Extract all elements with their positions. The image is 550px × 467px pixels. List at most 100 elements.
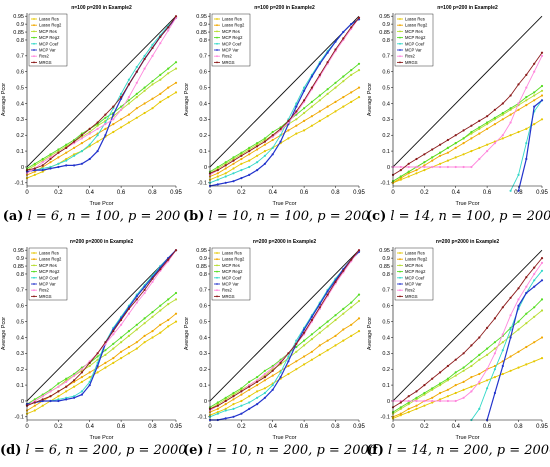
data-point-mcp-reg2 (478, 126, 481, 129)
legend-marker-mcp-coef (33, 276, 35, 279)
data-point-mrgs (517, 83, 520, 86)
y-tick-label: 0.9 (199, 22, 207, 28)
y-tick-label: 0.3 (16, 117, 24, 123)
data-point-ros2 (73, 374, 76, 377)
data-point-mcp-var (73, 164, 76, 167)
y-tick-label: 0.1 (382, 383, 390, 389)
data-point-mrgs (454, 358, 457, 361)
x-tick-label: 0.8 (514, 190, 523, 196)
data-point-ros2 (517, 298, 520, 301)
legend-box (28, 13, 68, 67)
data-point-mrgs (120, 318, 123, 322)
data-point-mcp-reg2 (232, 156, 235, 159)
x-axis-label: True Pcor (456, 435, 480, 441)
data-point-lasso-res (65, 390, 68, 393)
caption-math: l = 6, n = 100, p = 200 (27, 209, 181, 224)
data-point-mcp-res (159, 309, 162, 312)
series-line-mrgs (26, 15, 177, 171)
legend-label-mrgs: MRGS (405, 60, 418, 65)
data-point-mcp-reg2 (462, 137, 465, 140)
data-point-mcp-var (517, 304, 520, 307)
legend-marker-mcp-coef (399, 276, 401, 279)
data-point-mcp-res (415, 398, 418, 401)
legend-label-mcp-var: MCP Var (39, 48, 56, 53)
data-point-ros2 (486, 368, 489, 371)
y-tick-label: 0.2 (199, 367, 207, 373)
data-point-mrgs (174, 249, 178, 252)
data-point-lasso-reg2 (167, 318, 170, 322)
data-point-lasso-res (248, 159, 251, 162)
legend-label-mrgs: MRGS (39, 60, 52, 65)
legend-marker-ros2 (33, 289, 35, 292)
data-point-lasso-reg2 (334, 334, 337, 337)
data-point-mcp-var (318, 303, 321, 306)
data-point-mcp-reg2 (57, 382, 60, 385)
y-tick-label: 0.6 (16, 70, 24, 76)
data-point-lasso-reg2 (49, 161, 52, 164)
y-axis-label: Average Pcor (367, 83, 373, 116)
y-tick-label: 0.2 (382, 367, 390, 373)
y-tick-label: 0 (21, 165, 24, 171)
legend-marker-mcp-reg2 (399, 36, 401, 39)
data-point-mrgs (287, 352, 290, 355)
caption-math: l = 10, n = 200, p = 2000 (207, 443, 378, 458)
data-point-lasso-reg2 (478, 372, 481, 376)
data-point-lasso-res (334, 110, 337, 113)
y-tick-label: 0 (204, 165, 207, 171)
data-point-lasso-reg2 (287, 129, 290, 132)
data-point-mrgs (399, 169, 402, 172)
data-point-lasso-res (135, 347, 138, 350)
y-tick-label: 0.8 (199, 38, 207, 44)
data-point-mrgs (295, 342, 298, 345)
data-point-lasso-res (232, 167, 235, 170)
x-tick-label: 0.6 (483, 190, 492, 196)
data-point-mrgs (407, 395, 410, 398)
data-point-lasso-res (159, 331, 162, 334)
data-point-mcp-var (303, 89, 306, 92)
legend-label-mcp-coef: MCP Coef (222, 41, 242, 46)
data-point-ros2 (478, 380, 481, 383)
data-point-ros2 (104, 123, 107, 126)
y-tick-label: 0.6 (382, 70, 390, 76)
data-point-mrgs (256, 380, 259, 383)
data-point-lasso-res (357, 96, 361, 99)
y-tick-label: -0.1 (15, 181, 24, 187)
x-axis-label: True Pcor (90, 435, 114, 441)
data-point-lasso-res (240, 162, 243, 165)
data-point-mcp-var (295, 105, 298, 108)
x-tick-label: 0.6 (300, 424, 309, 430)
data-point-ros2 (415, 399, 418, 403)
data-point-lasso-reg2 (318, 110, 321, 113)
data-point-mcp-reg2 (334, 314, 337, 317)
data-point-lasso-reg2 (357, 86, 361, 89)
data-point-lasso-res (96, 140, 99, 143)
data-point-mcp-coef (271, 384, 274, 387)
data-point-ros2 (533, 70, 536, 73)
data-point-mcp-var (57, 165, 60, 169)
data-point-lasso-reg2 (446, 151, 449, 154)
data-point-ros2 (525, 285, 528, 288)
y-tick-label: 0.3 (199, 117, 207, 123)
data-point-ros2 (248, 384, 251, 387)
data-point-mcp-res (41, 159, 44, 162)
series-line-lasso-reg2 (392, 337, 543, 418)
data-point-ros2 (493, 352, 496, 355)
y-tick-label: 0.6 (199, 304, 207, 310)
data-point-mcp-var (326, 51, 329, 54)
caption-label: (c) (366, 209, 387, 224)
data-point-ros2 (135, 301, 138, 304)
data-point-lasso-reg2 (33, 404, 36, 407)
data-point-ros2 (271, 366, 274, 369)
series-line-mcp-res (209, 300, 360, 410)
legend-label-ros2: Ros2 (222, 288, 232, 293)
data-point-mcp-var (33, 169, 36, 172)
data-point-lasso-res (295, 132, 298, 135)
y-axis-label: Average Pcor (1, 317, 7, 350)
data-point-lasso-reg2 (326, 105, 329, 108)
data-point-ros2 (57, 385, 60, 388)
data-point-mcp-coef (143, 54, 146, 58)
data-point-mcp-reg2 (525, 312, 528, 315)
x-tick-label: 0 (391, 190, 395, 196)
data-point-mrgs (470, 124, 473, 127)
data-point-mrgs (104, 341, 107, 344)
